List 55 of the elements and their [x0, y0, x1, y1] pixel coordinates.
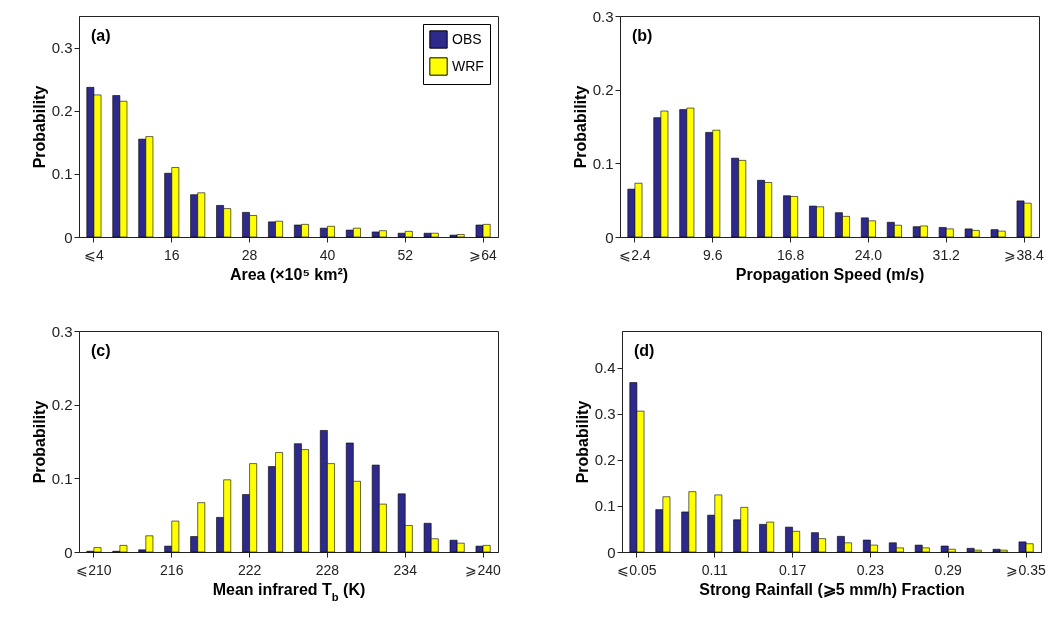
y-tick-label: 0.2: [594, 451, 616, 469]
y-axis-title: Probability: [30, 85, 48, 169]
y-tick-label: 0.1: [594, 497, 616, 515]
x-tick-label: 234: [393, 561, 418, 578]
y-tick-label: 0.1: [592, 154, 614, 172]
x-tick-label: 0.23: [856, 561, 885, 578]
y-tick-label: 0.3: [594, 405, 616, 423]
x-tick-label: 228: [315, 561, 340, 578]
annotation: (d): [634, 342, 655, 359]
y-tick-label: 0.2: [592, 81, 614, 99]
y-tick-label: 0.1: [51, 469, 73, 487]
x-tick-label: ⩾240: [465, 561, 501, 578]
y-axis-title: Probability: [30, 400, 48, 484]
annotation: (b): [632, 27, 653, 44]
x-tick-label: 31.2: [932, 246, 961, 263]
legend-label: OBS: [452, 30, 482, 47]
x-tick-label: 0.29: [934, 561, 963, 578]
y-tick-label: 0.3: [51, 39, 73, 57]
x-tick-label: ⩽4: [84, 246, 105, 263]
y-tick-label: 0.1: [51, 165, 73, 183]
y-axis-title: Probability: [571, 85, 589, 169]
x-tick-label: ⩽0.05: [617, 561, 657, 578]
x-tick-label: ⩾64: [469, 246, 498, 263]
y-tick-label: 0.4: [594, 359, 616, 377]
legend-label: WRF: [452, 57, 484, 74]
y-axis-title: Probability: [573, 400, 591, 484]
x-tick-label: 216: [160, 561, 184, 578]
y-tick-label: 0.2: [51, 102, 73, 120]
x-axis-title: Mean infrared T$_{b}$ (K): [212, 580, 366, 603]
y-tick-label: 0: [64, 543, 73, 561]
annotation: (c): [91, 342, 111, 359]
x-axis-title: Strong Rainfall (⩾5 mm/h) Fraction: [699, 580, 965, 598]
x-tick-label: 40: [319, 246, 336, 263]
y-tick-label: 0: [607, 543, 616, 561]
x-tick-label: 0.17: [778, 561, 807, 578]
x-tick-label: ⩽2.4: [619, 246, 651, 263]
x-tick-label: ⩾0.35: [1006, 561, 1046, 578]
y-tick-label: 0: [64, 228, 73, 246]
y-tick-label: 0.3: [592, 7, 614, 25]
x-tick-label: 9.6: [703, 246, 723, 263]
x-tick-label: 16.8: [776, 246, 805, 263]
x-tick-label: 222: [237, 561, 262, 578]
y-tick-label: 0.3: [51, 322, 73, 340]
annotation: (a): [91, 27, 111, 44]
x-tick-label: 28: [241, 246, 258, 263]
x-tick-label: 16: [163, 246, 180, 263]
x-axis-title: Propagation Speed (m/s): [735, 265, 925, 283]
x-axis-title: Area (×10⁵ km²): [229, 265, 349, 283]
x-tick-label: 24.0: [854, 246, 883, 263]
y-tick-label: 0: [605, 228, 614, 246]
x-tick-label: ⩾38.4: [1004, 246, 1044, 263]
x-tick-label: ⩽210: [76, 561, 112, 578]
y-tick-label: 0.2: [51, 396, 73, 414]
x-tick-label: 52: [397, 246, 414, 263]
x-tick-label: 0.11: [701, 561, 729, 578]
